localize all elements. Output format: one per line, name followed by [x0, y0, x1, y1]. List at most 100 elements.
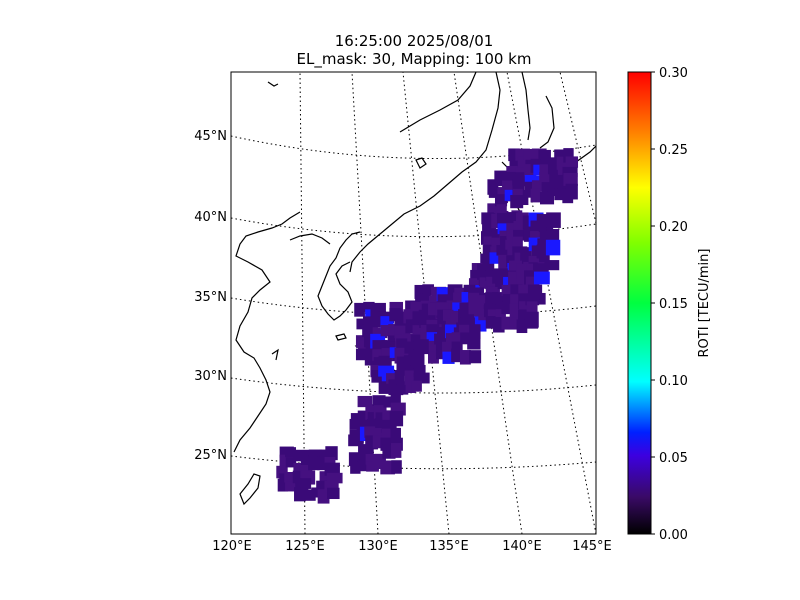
roti-cell: [410, 301, 422, 313]
roti-cell: [375, 418, 387, 430]
roti-cell: [502, 180, 513, 192]
roti-cell: [420, 324, 432, 340]
roti-cell: [293, 449, 310, 462]
roti-cell: [418, 309, 430, 322]
roti-cell: [442, 309, 454, 321]
roti-cell: [485, 270, 498, 282]
roti-cell: [451, 341, 463, 352]
roti-cell: [436, 349, 448, 360]
roti-cell: [386, 373, 398, 384]
roti-cell: [482, 244, 498, 256]
roti-cell: [506, 212, 518, 225]
roti-cell: [509, 317, 523, 329]
roti-cell: [445, 324, 457, 339]
roti-cell: [348, 434, 364, 447]
roti-cell: [499, 236, 511, 248]
roti-cell: [509, 158, 522, 171]
colorbar-tick-4: 0.20: [659, 220, 688, 235]
roti-cell: [422, 284, 434, 296]
roti-cell: [496, 212, 513, 225]
roti-cell: [513, 221, 525, 233]
roti-cell: [404, 341, 416, 354]
roti-cell: [530, 188, 541, 203]
roti-cell: [380, 325, 394, 337]
roti-cell: [496, 245, 510, 256]
colorbar-gradient: [627, 71, 652, 535]
roti-cell: [284, 472, 295, 483]
roti-cell: [470, 269, 482, 281]
roti-cell: [530, 220, 543, 234]
roti-cell: [525, 276, 540, 288]
roti-cell: [468, 301, 484, 315]
roti-cell: [285, 481, 299, 492]
roti-cell: [489, 252, 503, 264]
lon-label-145: 145°E: [572, 539, 612, 554]
roti-cell: [495, 277, 507, 290]
roti-cell: [518, 284, 531, 297]
roti-cell: [419, 317, 431, 328]
roti-cell: [471, 263, 483, 275]
colorbar-tick-2: 0.10: [659, 374, 688, 389]
roti-cell: [413, 372, 430, 384]
roti-cell: [396, 362, 408, 376]
roti-cell: [549, 173, 560, 190]
roti-cell: [451, 348, 462, 363]
roti-cell: [523, 228, 535, 242]
gridline-lon-135: [402, 72, 450, 534]
latitude-labels: 25°N 30°N 35°N 40°N 45°N: [194, 129, 227, 463]
roti-cell: [494, 194, 508, 207]
roti-cell: [459, 324, 473, 335]
roti-cell: [510, 284, 523, 296]
roti-cell: [389, 301, 404, 313]
roti-cell: [389, 410, 404, 427]
roti-cell: [390, 394, 401, 408]
roti-cell: [357, 395, 373, 408]
roti-cell: [512, 179, 525, 196]
roti-cell: [327, 487, 340, 500]
roti-cell: [411, 380, 422, 392]
roti-cell: [437, 294, 449, 309]
roti-cell: [488, 187, 503, 198]
roti-cell: [390, 443, 402, 458]
roti-cell: [538, 220, 554, 233]
roti-cell: [468, 309, 484, 322]
colorbar-label: ROTI [TECU/min]: [697, 249, 712, 358]
roti-cell: [294, 487, 306, 502]
colorbar-tick-1: 0.05: [659, 451, 688, 466]
roti-cell: [381, 348, 393, 362]
roti-cell: [366, 461, 379, 472]
roti-cell: [512, 236, 523, 251]
roti-cell: [356, 318, 368, 330]
roti-cell: [317, 489, 330, 504]
roti-cell: [530, 231, 543, 243]
roti-cell: [516, 319, 528, 334]
roti-cell: [499, 230, 510, 241]
roti-cell: [533, 271, 550, 285]
lon-label-135: 135°E: [429, 539, 469, 554]
roti-cell: [403, 309, 414, 324]
lat-label-40: 40°N: [194, 210, 227, 225]
roti-cell: [308, 455, 320, 471]
roti-cell: [354, 302, 365, 317]
lat-label-25: 25°N: [194, 448, 227, 463]
roti-cell: [372, 458, 385, 469]
roti-cell: [524, 181, 535, 198]
roti-cell: [365, 343, 379, 356]
roti-cell: [366, 419, 378, 432]
roti-cell: [524, 164, 537, 177]
roti-cell: [480, 253, 492, 264]
roti-data-cells: [276, 148, 579, 504]
gridline-lon-140: [453, 72, 523, 534]
longitude-labels: 120°E 125°E 130°E 135°E 140°E 145°E: [212, 539, 612, 554]
roti-cell: [394, 370, 405, 385]
roti-cell: [277, 478, 289, 492]
roti-cell: [536, 244, 549, 259]
roti-cell: [469, 324, 481, 339]
roti-cell: [420, 293, 431, 307]
roti-cell: [372, 349, 385, 361]
colorbar-ticks: [651, 71, 655, 535]
roti-cell: [496, 204, 507, 217]
roti-cell: [554, 188, 568, 201]
roti-cell: [524, 318, 539, 329]
